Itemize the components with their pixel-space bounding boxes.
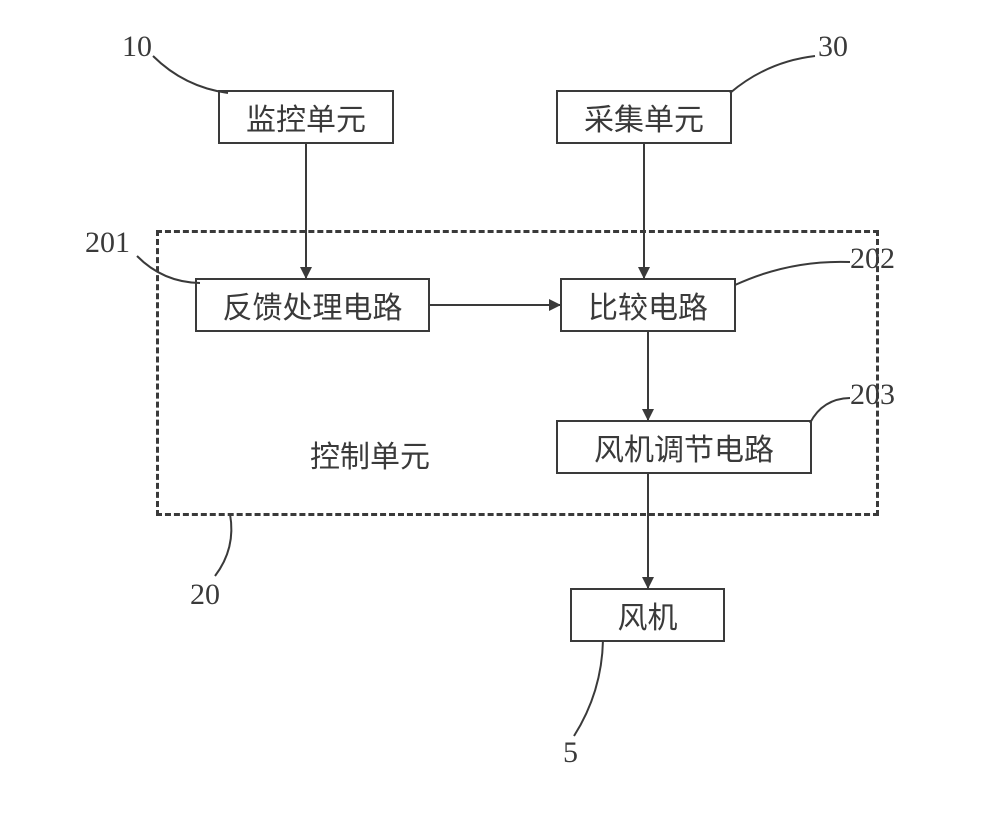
ref-10: 10 (122, 30, 152, 64)
diagram-canvas: 监控单元 采集单元 反馈处理电路 比较电路 风机调节电路 风机 控制单元 10 … (0, 0, 1000, 815)
ref-202: 202 (850, 242, 895, 276)
compare-circuit-label: 比较电路 (588, 283, 708, 327)
ref-203: 203 (850, 378, 895, 412)
monitor-unit-box: 监控单元 (218, 90, 394, 144)
monitor-unit-label: 监控单元 (246, 95, 366, 139)
fan-label: 风机 (618, 593, 678, 637)
fan-adjust-circuit-box: 风机调节电路 (556, 420, 812, 474)
feedback-circuit-box: 反馈处理电路 (195, 278, 430, 332)
ref-30: 30 (818, 30, 848, 64)
control-unit-label: 控制单元 (310, 432, 430, 476)
collect-unit-box: 采集单元 (556, 90, 732, 144)
compare-circuit-box: 比较电路 (560, 278, 736, 332)
ref-201: 201 (85, 226, 130, 260)
ref-5: 5 (563, 736, 578, 770)
fan-adjust-circuit-label: 风机调节电路 (594, 425, 774, 469)
ref-20: 20 (190, 578, 220, 612)
fan-box: 风机 (570, 588, 725, 642)
collect-unit-label: 采集单元 (584, 95, 704, 139)
feedback-circuit-label: 反馈处理电路 (223, 283, 403, 327)
